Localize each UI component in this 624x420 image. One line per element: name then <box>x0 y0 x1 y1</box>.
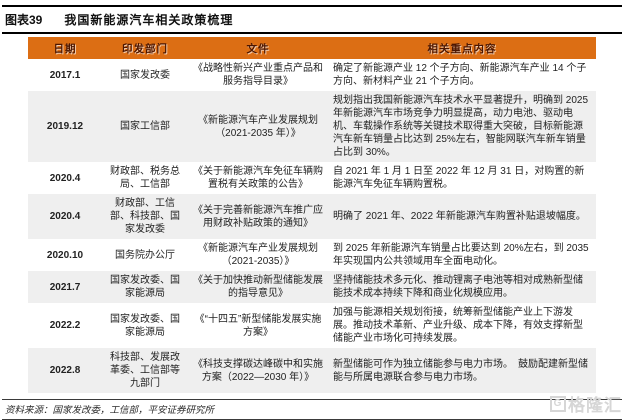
col-header-dept: 印发部门 <box>102 37 188 59</box>
policy-dept: 财政部、税务总局、工信部 <box>110 166 180 190</box>
policy-dept: 国务院办公厅 <box>115 249 175 261</box>
policy-dept: 国家工信部 <box>120 121 170 132</box>
policy-dept: 科技部、发展改革委、工信部等九部门 <box>110 352 180 389</box>
footer-top-divider <box>2 399 622 400</box>
policy-date: 2020.4 <box>49 172 81 184</box>
policy-doc: 《“十四五”新型储能发展实施方案》 <box>194 313 322 338</box>
top-divider <box>2 5 622 7</box>
figure-label: 图表39 <box>5 13 43 27</box>
policy-dept: 财政部、工信部、科技部、国家发改委 <box>110 198 180 235</box>
table-header: 日期 印发部门 文件 相关重点内容 <box>28 37 596 59</box>
policy-table-wrap: 日期 印发部门 文件 相关重点内容 2017.1 国家发改委 《战略性新兴产业重… <box>28 37 596 393</box>
policy-content: 新型储能可作为独立储能参与电力市场。 鼓励配建新型储能与所属电源联合参与电力市场… <box>333 358 588 383</box>
table-row: 2020.4 财政部、税务总局、工信部 《关于新能源汽车免征车辆购置税有关政策的… <box>28 162 596 194</box>
table-row: 2020.10 国务院办公厅 《新能源汽车产业发展规划（2021-2035）》 … <box>28 239 596 271</box>
policy-date: 2020.10 <box>46 249 84 261</box>
policy-doc: 《关于完善新能源汽车推广应用财政补贴政策的通知》 <box>193 204 323 229</box>
source-note: 资料来源：国家发改委，工信部，平安证券研究所 <box>5 405 215 416</box>
policy-doc: 《新能源汽车产业发展规划（2021-2035 年）》 <box>198 114 318 139</box>
table-row: 2022.2 国家发改委、国家能源局 《“十四五”新型储能发展实施方案》 加强与… <box>28 303 596 348</box>
policy-doc: 《关于加快推动新型储能发展的指导意见》 <box>193 275 323 299</box>
table-body: 2017.1 国家发改委 《战略性新兴产业重点产品和服务指导目录》 确定了新能源… <box>28 59 596 393</box>
footer: 资料来源：国家发改委，工信部，平安证券研究所 <box>0 399 624 420</box>
policy-doc: 《科技支撑碳达峰碳中和实施方案（2022—2030 年）》 <box>193 358 323 383</box>
policy-table: 日期 印发部门 文件 相关重点内容 2017.1 国家发改委 《战略性新兴产业重… <box>28 37 596 393</box>
policy-date: 2022.8 <box>49 365 81 376</box>
table-row: 2020.4 财政部、工信部、科技部、国家发改委 《关于完善新能源汽车推广应用财… <box>28 194 596 239</box>
table-row: 2021.7 国家发改委、国家能源局 《关于加快推动新型储能发展的指导意见》 坚… <box>28 271 596 303</box>
figure-title-bar: 图表39 我国新能源汽车相关政策梳理 <box>0 7 624 32</box>
table-row: 2022.8 科技部、发展改革委、工信部等九部门 《科技支撑碳达峰碳中和实施方案… <box>28 348 596 393</box>
policy-doc: 《关于新能源汽车免征车辆购置税有关政策的公告》 <box>193 166 323 190</box>
policy-date: 2019.12 <box>46 121 84 132</box>
col-header-doc: 文件 <box>188 37 328 59</box>
table-row: 2019.12 国家工信部 《新能源汽车产业发展规划（2021-2035 年）》… <box>28 91 596 162</box>
policy-doc: 《战略性新兴产业重点产品和服务指导目录》 <box>193 63 323 87</box>
col-header-content: 相关重点内容 <box>328 37 596 59</box>
policy-content: 自 2021 年 1 月 1 日至 2022 年 12 月 31 日，对购置的新… <box>333 166 585 190</box>
policy-content: 加强与能源相关规划衔接，统筹新型储能产业上下游发展。推动技术革新、产业升级、成本… <box>333 307 583 344</box>
policy-content: 确定了新能源产业 12 个子方向、新能源汽车产业 14 个子方向、新材料产业 2… <box>333 63 587 87</box>
policy-dept: 国家发改委、国家能源局 <box>110 313 180 338</box>
policy-content: 坚持储能技术多元化、推动锂离子电池等相对成熟新型储能技术成本持续下降和商业化规模… <box>333 275 583 299</box>
policy-date: 2021.7 <box>49 281 81 293</box>
policy-doc: 《新能源汽车产业发展规划（2021-2035）》 <box>198 243 318 267</box>
policy-dept: 国家发改委、国家能源局 <box>110 275 180 299</box>
table-row: 2017.1 国家发改委 《战略性新兴产业重点产品和服务指导目录》 确定了新能源… <box>28 59 596 91</box>
policy-date: 2017.1 <box>49 69 81 81</box>
policy-content: 到 2025 年新能源汽车销量占比要达到 20%左右，到 2035 年实现国内公… <box>333 243 589 267</box>
policy-date: 2022.2 <box>49 320 81 331</box>
policy-date: 2020.4 <box>49 211 81 222</box>
col-header-date: 日期 <box>28 37 102 59</box>
title-divider <box>2 32 622 34</box>
policy-dept: 国家发改委 <box>120 69 170 81</box>
figure-title: 我国新能源汽车相关政策梳理 <box>64 13 234 27</box>
policy-content: 规划指出我国新能源汽车技术水平显著提升，明确到 2025 年新能源汽车市场竞争力… <box>333 95 589 158</box>
policy-content: 明确了 2021 年、2022 年新能源汽车购置补贴退坡幅度。 <box>333 211 586 222</box>
